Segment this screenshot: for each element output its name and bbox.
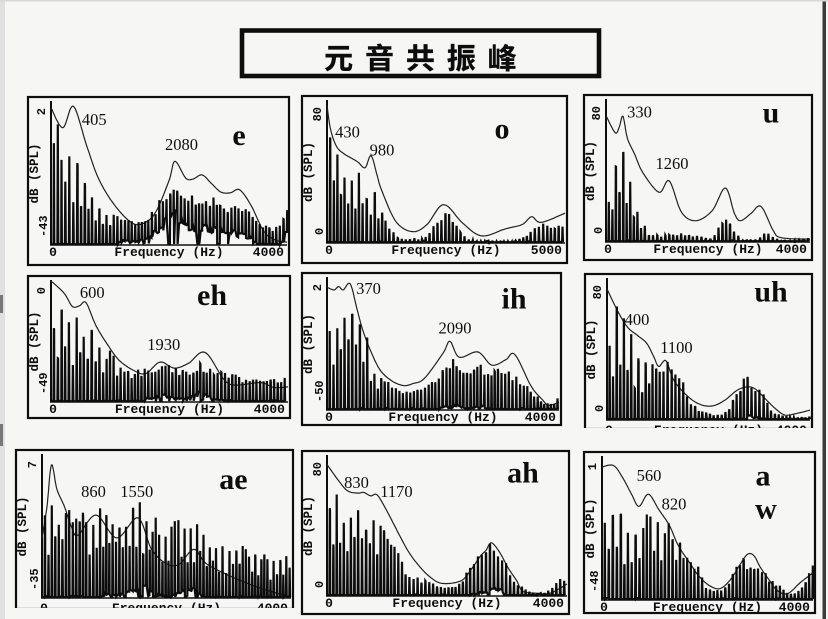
svg-text:-48: -48 [588,570,602,592]
svg-text:0: 0 [40,601,48,616]
svg-text:4000: 4000 [525,410,556,425]
svg-text:0: 0 [593,405,607,412]
svg-text:0: 0 [49,245,57,260]
svg-text:Frequency (Hz): Frequency (Hz) [653,242,762,257]
svg-text:-43: -43 [37,215,51,237]
svg-text:4000: 4000 [776,423,807,438]
svg-text:1100: 1100 [660,338,692,357]
svg-text:0: 0 [325,410,333,425]
svg-text:5000: 5000 [531,243,562,258]
svg-text:430: 430 [335,123,360,142]
svg-text:w: w [755,493,777,526]
svg-text:4000: 4000 [776,242,807,257]
svg-text:980: 980 [370,141,395,160]
svg-text:330: 330 [627,103,652,122]
svg-text:7: 7 [26,461,40,468]
svg-text:0: 0 [35,287,49,294]
svg-text:1170: 1170 [380,482,412,501]
svg-text:4000: 4000 [533,596,564,611]
svg-text:4000: 4000 [253,245,284,260]
svg-text:dB (SPL): dB (SPL) [302,314,316,374]
svg-text:dB (SPL): dB (SPL) [584,141,598,201]
svg-text:0: 0 [605,423,613,438]
svg-text:dB (SPL): dB (SPL) [28,143,42,203]
svg-text:830: 830 [344,473,369,492]
svg-text:uh: uh [754,276,788,309]
svg-text:Frequency (Hz): Frequency (Hz) [392,596,501,611]
svg-text:1930: 1930 [147,335,180,354]
svg-text:dB (SPL): dB (SPL) [584,498,598,558]
svg-text:0: 0 [325,243,333,258]
svg-text:405: 405 [82,110,107,129]
svg-text:80: 80 [590,106,604,120]
svg-text:o: o [495,113,510,146]
svg-text:80: 80 [591,285,605,299]
svg-text:Frequency (Hz): Frequency (Hz) [654,423,763,438]
svg-text:80: 80 [311,107,325,121]
svg-text:600: 600 [80,283,105,302]
svg-text:2090: 2090 [439,319,472,338]
svg-text:ae: ae [219,463,247,496]
svg-text:2: 2 [35,108,49,115]
svg-text:2: 2 [311,284,325,291]
svg-text:4000: 4000 [254,402,285,417]
svg-text:0: 0 [313,581,327,588]
svg-text:1: 1 [586,463,600,470]
svg-text:1550: 1550 [120,482,153,501]
svg-text:u: u [763,97,780,130]
svg-text:2080: 2080 [165,135,198,154]
svg-text:80: 80 [311,462,325,476]
svg-text:370: 370 [356,279,381,298]
svg-text:560: 560 [637,466,662,485]
svg-text:e: e [232,119,245,152]
svg-text:ih: ih [501,283,526,316]
svg-text:a: a [756,460,771,493]
svg-text:0: 0 [313,228,327,235]
svg-text:dB (SPL): dB (SPL) [585,319,599,379]
svg-text:4000: 4000 [257,601,288,616]
svg-text:0: 0 [325,596,333,611]
svg-text:Frequency (Hz): Frequency (Hz) [112,601,221,616]
svg-text:dB (SPL): dB (SPL) [302,142,316,202]
svg-text:dB (SPL): dB (SPL) [16,496,30,556]
svg-text:eh: eh [197,279,227,312]
svg-text:0: 0 [592,227,606,234]
svg-text:-50: -50 [313,380,327,402]
svg-text:Frequency (Hz): Frequency (Hz) [388,410,497,425]
svg-text:0: 0 [604,242,612,257]
svg-text:-35: -35 [28,568,42,590]
svg-text:-49: -49 [37,372,51,394]
svg-text:4000: 4000 [779,600,810,615]
svg-text:0: 0 [49,402,57,417]
svg-text:820: 820 [662,495,687,514]
svg-text:ah: ah [507,457,539,490]
svg-text:Frequency (Hz): Frequency (Hz) [115,402,224,417]
svg-text:Frequency (Hz): Frequency (Hz) [114,245,223,260]
svg-text:Frequency (Hz): Frequency (Hz) [391,243,500,258]
svg-text:Frequency (Hz): Frequency (Hz) [653,600,762,615]
svg-text:400: 400 [625,310,650,329]
svg-text:860: 860 [81,482,106,501]
svg-text:dB (SPL): dB (SPL) [302,496,316,556]
svg-text:1260: 1260 [656,154,689,173]
svg-text:0: 0 [600,600,608,615]
svg-text:dB (SPL): dB (SPL) [28,311,42,371]
